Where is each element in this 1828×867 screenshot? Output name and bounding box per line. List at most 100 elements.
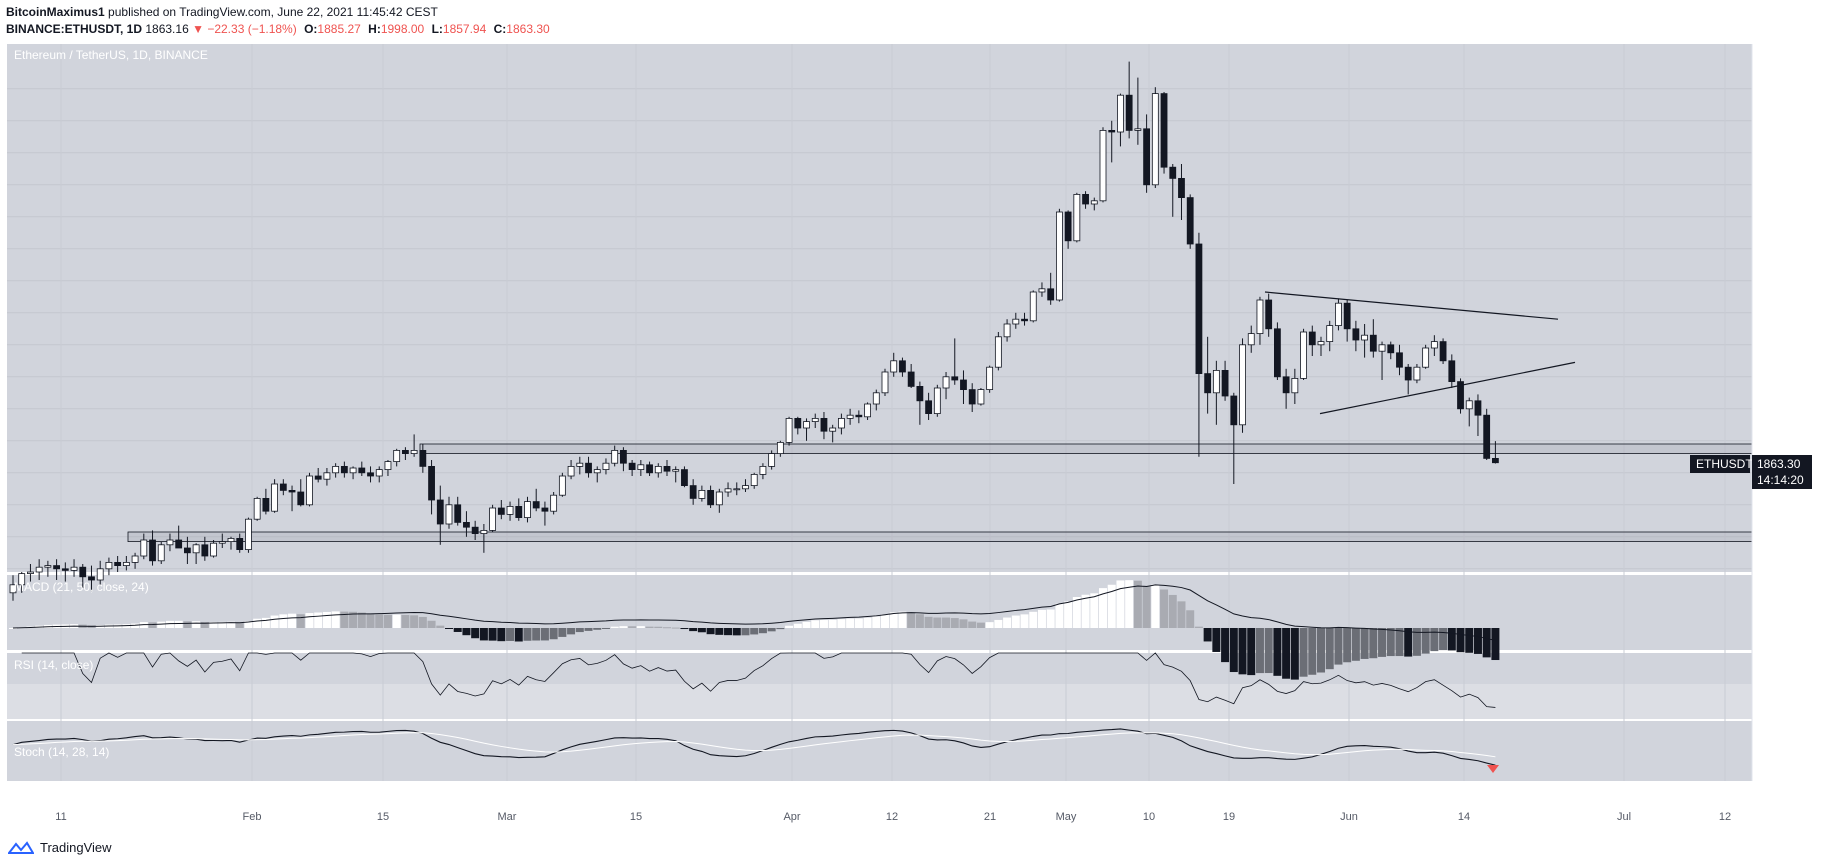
time-axis-tick: 19 (1223, 811, 1235, 823)
candle-up (593, 469, 601, 474)
macd-histogram-bar (349, 611, 358, 628)
rsi-band (7, 684, 1752, 719)
candle-down (1387, 344, 1395, 354)
footer-brand[interactable]: TradingView (8, 840, 112, 855)
candle-up (576, 462, 584, 467)
macd-histogram-bar (549, 628, 558, 640)
time-axis-tick: 21 (984, 811, 996, 823)
candle-down (279, 483, 287, 491)
publish-header: BitcoinMaximus1 published on TradingView… (6, 4, 438, 20)
candle-up (1239, 344, 1246, 426)
macd-histogram-bar (854, 618, 863, 628)
macd-histogram-bar (1264, 628, 1273, 674)
candle-down (454, 504, 462, 523)
indicator-axis-tick: 40.00 (1762, 683, 1790, 695)
macd-histogram-bar (1151, 584, 1160, 628)
price-axis[interactable]: 4 USDT 4200.00 4000.00 3800.00 3600.00 3400.0… (1751, 44, 1802, 781)
macd-histogram-bar (758, 628, 767, 634)
macd-histogram-bar (296, 614, 305, 628)
candle-down (1160, 93, 1168, 168)
candle-down (1308, 331, 1316, 346)
macd-histogram-bar (1212, 628, 1221, 652)
stoch-layer (12, 728, 1499, 773)
candle-down (428, 465, 435, 501)
macd-histogram-bar (1473, 628, 1482, 654)
candle-up (1038, 288, 1046, 293)
time-axis-tick: Mar (498, 811, 517, 823)
candle-down (1021, 318, 1028, 322)
macd-histogram-bar (479, 628, 488, 641)
candle-up (803, 421, 810, 429)
candle-up (253, 497, 261, 520)
main-pane-bg (7, 44, 1752, 572)
macd-histogram-bar (1099, 588, 1107, 628)
macd-histogram-bar (663, 627, 671, 629)
macd-histogram-bar (148, 622, 157, 628)
macd-histogram-bar (950, 618, 959, 628)
candle-down (340, 465, 348, 474)
candle-up (1300, 331, 1307, 379)
macd-histogram-bar (9, 628, 17, 629)
price-axis-tick: 1400.00 (1762, 532, 1802, 544)
candle-up (846, 414, 854, 419)
candle-down (1108, 130, 1116, 133)
rsi-pane-title: RSI (14, close) (14, 658, 93, 672)
macd-histogram-bar (1430, 628, 1439, 652)
candle-down (79, 566, 87, 578)
candle-down (1457, 381, 1464, 410)
candle-down (262, 497, 270, 512)
macd-pane-title: MACD (21, 50, close, 24) (14, 580, 149, 594)
macd-histogram-bar (628, 626, 637, 628)
candle-up (550, 494, 558, 512)
macd-histogram-bar (1378, 628, 1387, 657)
macd-histogram-bar (1072, 597, 1081, 628)
macd-histogram-bar (253, 618, 262, 628)
price-axis-tick: 1600.00 (1762, 500, 1802, 512)
macd-histogram-bar (811, 620, 820, 628)
price-axis-tick: 3400.00 (1762, 212, 1802, 224)
price-tag-symbol: ETHUSDT (1696, 457, 1753, 471)
candle-up (776, 441, 784, 454)
candle-up (811, 417, 819, 422)
candle-up (942, 376, 950, 389)
candle-down (1125, 94, 1133, 131)
trendlines (1264, 291, 1576, 415)
author-name[interactable]: BitcoinMaximus1 (6, 5, 105, 19)
macd-histogram-bar (1133, 580, 1142, 628)
macd-histogram-bar (1203, 628, 1212, 642)
candle-down (951, 376, 959, 381)
candle-down (689, 485, 697, 499)
candle-down (907, 371, 915, 387)
candle-up (245, 518, 252, 551)
chart-area[interactable]: 4 USDT 4200.00 4000.00 3800.00 3600.00 3400.0… (0, 44, 1828, 834)
macd-histogram-bar (1081, 594, 1090, 628)
macd-histogram-bar (601, 628, 610, 629)
macd-histogram-bar (1116, 580, 1125, 628)
macd-histogram-bar (558, 628, 567, 637)
time-axis[interactable]: 11 Feb 15 Mar 15 Apr 12 21 May 10 19 Jun 14 Jul 12 (55, 811, 1731, 823)
candle-up (1117, 94, 1124, 133)
macd-histogram-bar (610, 626, 619, 628)
macd-histogram-bar (1064, 601, 1073, 628)
macd-histogram-bar (1386, 628, 1395, 657)
candle-down (1404, 366, 1412, 381)
bearish-cross-marker (1487, 765, 1499, 773)
candle-down (61, 568, 69, 571)
candle-up (986, 366, 994, 391)
candle-down (628, 462, 636, 471)
candle-down (436, 499, 444, 525)
candle-up (410, 449, 418, 454)
candle-down (620, 449, 627, 464)
time-axis-tick: 15 (377, 811, 389, 823)
candle-down (1396, 352, 1403, 368)
price-axis-tick: 2600.00 (1762, 340, 1802, 352)
candle-up (157, 544, 165, 562)
candle-down (1047, 288, 1055, 301)
macd-histogram-bar (785, 625, 794, 628)
candle-up (1247, 333, 1255, 346)
macd-layer (9, 580, 1500, 680)
candle-up (349, 467, 357, 474)
price-axis-tick: 4 USDT (1762, 52, 1801, 64)
macd-histogram-bar (1011, 615, 1020, 628)
macd-histogram-bar (680, 628, 689, 630)
